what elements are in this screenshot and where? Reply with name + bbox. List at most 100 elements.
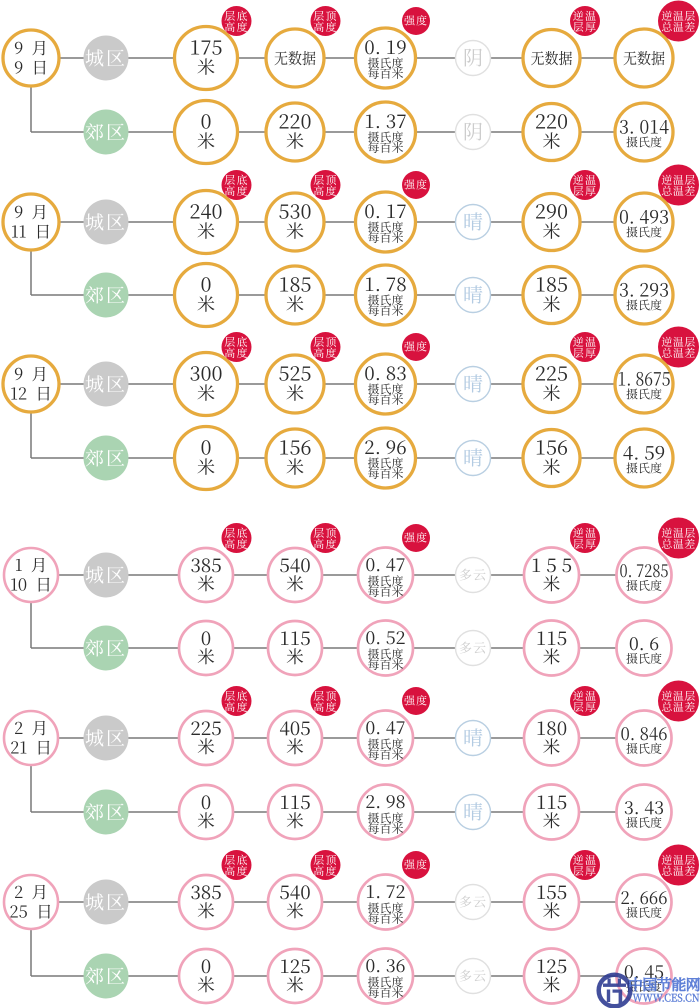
svg-text:0. 83: 0. 83 [364, 359, 406, 386]
svg-text:290: 290 [535, 196, 568, 225]
svg-text:摄氏度: 摄氏度 [367, 128, 403, 145]
svg-text:逆温层: 逆温层 [661, 8, 695, 24]
svg-text:摄氏度: 摄氏度 [367, 572, 403, 589]
svg-text:摄氏度: 摄氏度 [367, 54, 403, 71]
svg-text:层厚: 层厚 [573, 183, 597, 199]
svg-text:层底: 层底 [224, 334, 248, 350]
svg-text:城区: 城区 [85, 208, 127, 235]
svg-text:晴: 晴 [463, 796, 483, 825]
svg-text:层底: 层底 [224, 852, 248, 868]
svg-text:摄氏度: 摄氏度 [626, 577, 662, 594]
svg-text:米: 米 [286, 571, 304, 596]
svg-text:晴: 晴 [463, 279, 483, 308]
svg-text:1. 72: 1. 72 [365, 878, 405, 904]
svg-text:层顶: 层顶 [313, 525, 337, 541]
svg-text:米: 米 [543, 127, 561, 153]
svg-text:米: 米 [543, 217, 561, 243]
svg-text:摄氏度: 摄氏度 [626, 459, 662, 476]
svg-text:2. 96: 2. 96 [364, 433, 406, 460]
svg-text:21 日: 21 日 [10, 735, 52, 759]
svg-text:高度: 高度 [224, 536, 248, 552]
svg-text:郊区: 郊区 [85, 798, 127, 825]
svg-text:9 月: 9 月 [14, 199, 48, 223]
svg-text:0. 19: 0. 19 [364, 33, 406, 60]
svg-text:0. 846: 0. 846 [621, 720, 668, 746]
svg-text:180: 180 [536, 714, 567, 741]
svg-text:郊区: 郊区 [85, 634, 127, 661]
svg-text:每百米: 每百米 [367, 391, 403, 408]
svg-text:米: 米 [543, 898, 561, 923]
svg-text:逆温: 逆温 [573, 334, 597, 350]
svg-text:摄氏度: 摄氏度 [367, 899, 403, 916]
svg-text:层厚: 层厚 [573, 19, 597, 35]
svg-text:米: 米 [286, 217, 304, 243]
svg-text:摄氏度: 摄氏度 [626, 385, 662, 402]
svg-text:逆温: 逆温 [573, 525, 597, 541]
svg-text:125: 125 [536, 952, 567, 979]
svg-text:高度: 高度 [313, 699, 337, 715]
svg-text:总温差: 总温差 [661, 536, 695, 552]
svg-text:层顶: 层顶 [313, 8, 337, 24]
svg-text:每百米: 每百米 [367, 656, 403, 673]
svg-text:层厚: 层厚 [573, 863, 597, 879]
svg-text:0: 0 [201, 106, 212, 135]
svg-text:米: 米 [286, 808, 304, 833]
svg-text:115: 115 [279, 624, 310, 651]
svg-text:米: 米 [197, 644, 215, 669]
svg-text:225: 225 [190, 714, 221, 741]
svg-text:摄氏度: 摄氏度 [367, 218, 403, 235]
svg-text:米: 米 [286, 644, 304, 669]
svg-text:逆温层: 逆温层 [661, 852, 695, 868]
svg-text:层底: 层底 [224, 688, 248, 704]
svg-text:摄氏度: 摄氏度 [626, 814, 662, 831]
svg-text:米: 米 [286, 734, 304, 759]
svg-text:城区: 城区 [85, 44, 127, 71]
svg-text:强度: 强度 [404, 339, 428, 355]
svg-text:层厚: 层厚 [573, 345, 597, 361]
svg-text:摄氏度: 摄氏度 [626, 223, 662, 240]
svg-text:米: 米 [197, 53, 215, 79]
svg-text:晴: 晴 [463, 442, 483, 471]
svg-text:10 日: 10 日 [10, 572, 52, 596]
svg-text:无数据: 无数据 [274, 47, 316, 69]
svg-text:摄氏度: 摄氏度 [626, 296, 662, 313]
svg-text:摄氏度: 摄氏度 [367, 454, 403, 471]
svg-text:385: 385 [190, 551, 221, 578]
svg-text:240: 240 [190, 196, 223, 225]
svg-text:米: 米 [197, 898, 215, 923]
svg-text:1. 78: 1. 78 [364, 270, 406, 297]
svg-text:层底: 层底 [224, 8, 248, 24]
svg-text:2 月: 2 月 [14, 715, 48, 739]
svg-text:0. 45: 0. 45 [624, 958, 664, 984]
svg-text:0: 0 [201, 952, 211, 979]
svg-text:逆温层: 逆温层 [661, 525, 695, 541]
svg-text:米: 米 [543, 571, 561, 596]
svg-text:220: 220 [535, 106, 568, 135]
svg-text:中国节能网: 中国节能网 [628, 974, 700, 995]
svg-text:高度: 高度 [224, 345, 248, 361]
svg-text:摄氏度: 摄氏度 [367, 809, 403, 826]
svg-text:郊区: 郊区 [85, 281, 127, 308]
svg-text:225: 225 [535, 358, 568, 387]
svg-text:总温差: 总温差 [661, 183, 695, 199]
svg-text:米: 米 [543, 644, 561, 669]
svg-text:米: 米 [543, 808, 561, 833]
svg-text:0. 17: 0. 17 [364, 197, 406, 224]
svg-text:摄氏度: 摄氏度 [367, 291, 403, 308]
svg-text:米: 米 [543, 734, 561, 759]
svg-text:逆温层: 逆温层 [661, 172, 695, 188]
svg-text:0. 36: 0. 36 [365, 952, 405, 978]
svg-text:每百米: 每百米 [367, 229, 403, 246]
svg-text:强度: 强度 [404, 13, 428, 29]
svg-text:米: 米 [197, 734, 215, 759]
svg-text:每百米: 每百米 [367, 65, 403, 82]
svg-text:摄氏度: 摄氏度 [626, 978, 662, 995]
svg-text:米: 米 [543, 453, 561, 479]
svg-text:1. 37: 1. 37 [364, 107, 406, 134]
svg-text:多云: 多云 [459, 638, 487, 657]
svg-text:高度: 高度 [224, 19, 248, 35]
svg-text:逆温层: 逆温层 [661, 334, 695, 350]
svg-text:0: 0 [201, 432, 212, 461]
svg-text:米: 米 [286, 379, 304, 405]
svg-text:11 日: 11 日 [11, 219, 51, 243]
